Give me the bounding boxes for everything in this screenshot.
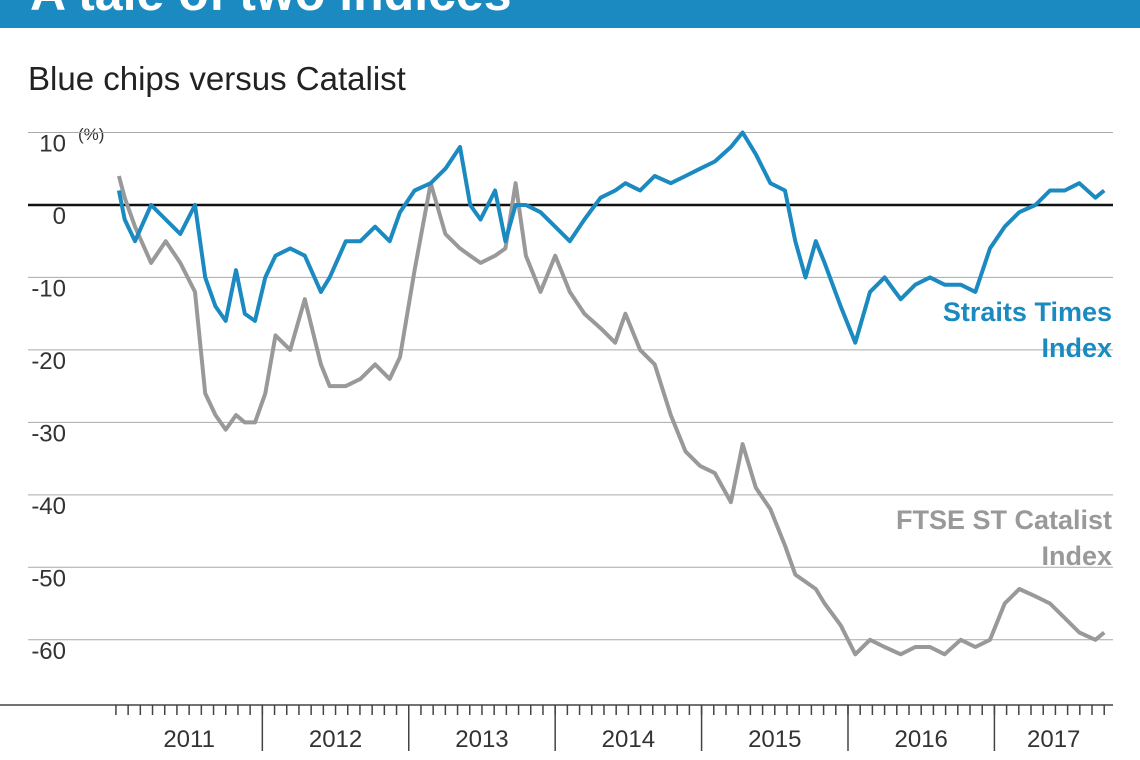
- y-tick-label: 0: [53, 203, 66, 230]
- y-tick-label: 10: [39, 130, 66, 157]
- x-tick-label: 2011: [163, 726, 215, 753]
- x-tick-label: 2016: [895, 726, 948, 753]
- series-line: [116, 175, 1106, 657]
- x-tick-label: 2017: [1027, 726, 1080, 753]
- header-bar: [0, 0, 1140, 28]
- x-tick-label: 2015: [748, 726, 801, 753]
- x-tick-label: 2014: [602, 726, 655, 753]
- y-tick-label: -20: [31, 348, 66, 375]
- x-tick-label: 2013: [455, 726, 508, 753]
- y-tick-label: -60: [31, 638, 66, 665]
- series-label: FTSE ST Catalist Index: [895, 505, 1112, 571]
- series-line: [116, 130, 1106, 345]
- y-tick-label: -50: [31, 565, 66, 592]
- y-tick-label: -10: [31, 275, 66, 302]
- x-tick-label: 2012: [309, 726, 362, 753]
- y-tick-label: -40: [31, 493, 66, 520]
- y-tick-label: -30: [31, 420, 66, 447]
- y-unit: (%): [78, 125, 104, 144]
- series-label: Straits Times Index: [942, 297, 1112, 363]
- chart-subtitle: Blue chips versus Catalist: [28, 60, 406, 97]
- chart-title: A tale of two indices: [30, 0, 512, 21]
